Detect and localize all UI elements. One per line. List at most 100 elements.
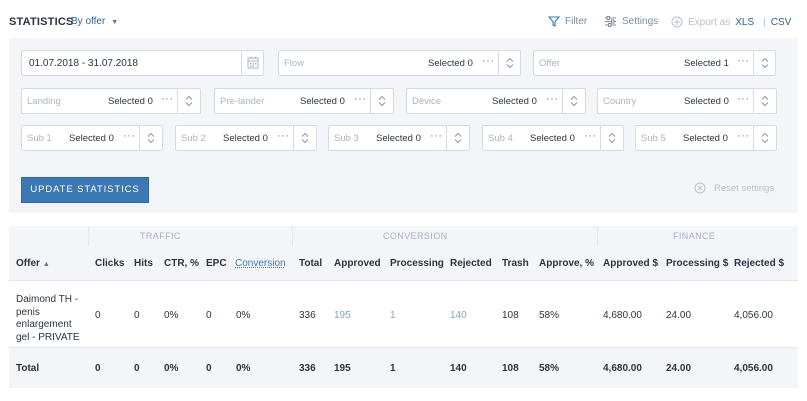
- landing-selected: Selected 0: [108, 96, 153, 107]
- sub5-filter[interactable]: Sub 5 Selected 0 ···: [635, 125, 777, 151]
- updown-icon[interactable]: [569, 94, 579, 108]
- total-conversion: 0%: [236, 363, 251, 374]
- col-approve-percent[interactable]: Approve, %: [539, 258, 595, 269]
- settings-button[interactable]: Settings: [604, 16, 658, 27]
- field-divider: [498, 51, 499, 75]
- updown-icon[interactable]: [184, 94, 194, 108]
- device-placeholder: Device: [412, 96, 442, 107]
- col-hits[interactable]: Hits: [134, 258, 153, 269]
- export-label: Export as: [688, 16, 731, 28]
- sub3-filter[interactable]: Sub 3 Selected 0 ···: [328, 125, 470, 151]
- total-label: Total: [16, 363, 40, 374]
- col-approved-money[interactable]: Approved $: [603, 258, 659, 269]
- device-filter[interactable]: Device Selected 0 ···: [406, 88, 586, 114]
- col-ctr[interactable]: CTR, %: [164, 258, 199, 269]
- sub3-placeholder: Sub 3: [334, 133, 359, 144]
- prelander-more-button[interactable]: ···: [354, 93, 367, 105]
- col-rejected-money[interactable]: Rejected $: [734, 258, 785, 269]
- group-finance: FINANCE: [673, 231, 716, 241]
- sub5-more-button[interactable]: ···: [737, 130, 750, 142]
- sub2-filter[interactable]: Sub 2 Selected 0 ···: [175, 125, 317, 151]
- table-row[interactable]: Daimond TH - penis enlargement gel - PRI…: [9, 282, 798, 348]
- updown-icon[interactable]: [760, 56, 770, 70]
- cell-total: 336: [299, 310, 316, 321]
- cell-hits: 0: [134, 310, 140, 321]
- group-traffic: TRAFFIC: [140, 231, 181, 241]
- update-statistics-button[interactable]: UPDATE STATISTICS: [21, 177, 149, 203]
- col-conversion[interactable]: Conversion: [235, 258, 286, 269]
- updown-icon[interactable]: [760, 131, 770, 145]
- date-range-field[interactable]: 01.07.2018 - 31.07.2018: [21, 50, 264, 76]
- updown-icon[interactable]: [377, 94, 387, 108]
- device-more-button[interactable]: ···: [546, 93, 559, 105]
- col-offer[interactable]: Offer ▲: [16, 258, 50, 269]
- sub1-placeholder: Sub 1: [27, 133, 52, 144]
- export-xls-link[interactable]: XLS: [735, 16, 755, 28]
- sub2-selected: Selected 0: [223, 133, 268, 144]
- page-header: STATISTICS By offer ▼ Filter Settings Exp…: [0, 0, 807, 40]
- total-approved-money: 4,680.00: [603, 363, 642, 374]
- offer-filter[interactable]: Offer Selected 1 ···: [533, 50, 776, 76]
- sub4-more-button[interactable]: ···: [584, 130, 597, 142]
- col-trash[interactable]: Trash: [502, 258, 529, 269]
- cell-processing-link[interactable]: 1: [390, 310, 396, 321]
- country-more-button[interactable]: ···: [737, 93, 750, 105]
- field-divider: [446, 126, 447, 150]
- reset-settings-button[interactable]: Reset settings: [694, 182, 774, 194]
- updown-icon[interactable]: [505, 56, 515, 70]
- updown-icon[interactable]: [760, 94, 770, 108]
- landing-filter[interactable]: Landing Selected 0 ···: [21, 88, 201, 114]
- date-range-value: 01.07.2018 - 31.07.2018: [29, 58, 138, 69]
- flow-selected: Selected 0: [428, 58, 473, 69]
- flow-filter[interactable]: Flow Selected 0 ···: [278, 50, 521, 76]
- sub1-filter[interactable]: Sub 1 Selected 0 ···: [21, 125, 163, 151]
- export-csv-link[interactable]: CSV: [770, 16, 792, 28]
- field-divider: [241, 51, 242, 75]
- country-filter[interactable]: Country Selected 0 ···: [597, 88, 777, 114]
- total-total: 336: [299, 363, 316, 374]
- updown-icon[interactable]: [146, 131, 156, 145]
- chevron-down-icon: ▼: [111, 19, 119, 26]
- updown-icon[interactable]: [453, 131, 463, 145]
- offer-selected: Selected 1: [684, 58, 729, 69]
- updown-icon[interactable]: [300, 131, 310, 145]
- cell-rejected-link[interactable]: 140: [450, 310, 467, 321]
- column-group-row: TRAFFIC CONVERSION FINANCE: [9, 226, 798, 246]
- col-approved[interactable]: Approved: [334, 258, 381, 269]
- landing-more-button[interactable]: ···: [161, 93, 174, 105]
- sub2-more-button[interactable]: ···: [277, 130, 290, 142]
- col-epc[interactable]: EPC: [206, 258, 227, 269]
- offer-placeholder: Offer: [539, 58, 560, 69]
- sub1-more-button[interactable]: ···: [123, 130, 136, 142]
- flow-more-button[interactable]: ···: [482, 55, 495, 67]
- sub3-more-button[interactable]: ···: [430, 130, 443, 142]
- col-processing-money[interactable]: Processing $: [666, 258, 729, 269]
- field-divider: [562, 89, 563, 113]
- prelander-filter[interactable]: Pre-lander Selected 0 ···: [214, 88, 394, 114]
- field-divider: [753, 89, 754, 113]
- sub4-filter[interactable]: Sub 4 Selected 0 ···: [482, 125, 624, 151]
- col-clicks[interactable]: Clicks: [95, 258, 125, 269]
- col-processing[interactable]: Processing: [390, 258, 444, 269]
- cell-epc: 0: [206, 310, 212, 321]
- total-rejected: 140: [450, 363, 467, 374]
- group-by-dropdown[interactable]: By offer ▼: [71, 16, 118, 27]
- table-header-row: Offer ▲ Clicks Hits CTR, % EPC Conversion…: [9, 246, 798, 281]
- filter-button[interactable]: Filter: [548, 16, 587, 27]
- group-by-label: By offer: [71, 16, 106, 27]
- device-selected: Selected 0: [492, 96, 537, 107]
- field-divider: [370, 89, 371, 113]
- settings-label: Settings: [622, 16, 659, 27]
- offer-name-cell[interactable]: Daimond TH - penis enlargement gel - PRI…: [16, 294, 80, 343]
- updown-icon[interactable]: [607, 131, 617, 145]
- cell-clicks: 0: [95, 310, 101, 321]
- col-rejected[interactable]: Rejected: [450, 258, 492, 269]
- sub3-selected: Selected 0: [376, 133, 421, 144]
- total-ctr: 0%: [164, 363, 179, 374]
- cell-approved-link[interactable]: 195: [334, 310, 351, 321]
- sort-asc-icon: ▲: [42, 261, 50, 268]
- calendar-icon[interactable]: [247, 56, 259, 69]
- offer-more-button[interactable]: ···: [737, 55, 750, 67]
- group-conversion: CONVERSION: [383, 231, 448, 241]
- col-total[interactable]: Total: [299, 258, 323, 269]
